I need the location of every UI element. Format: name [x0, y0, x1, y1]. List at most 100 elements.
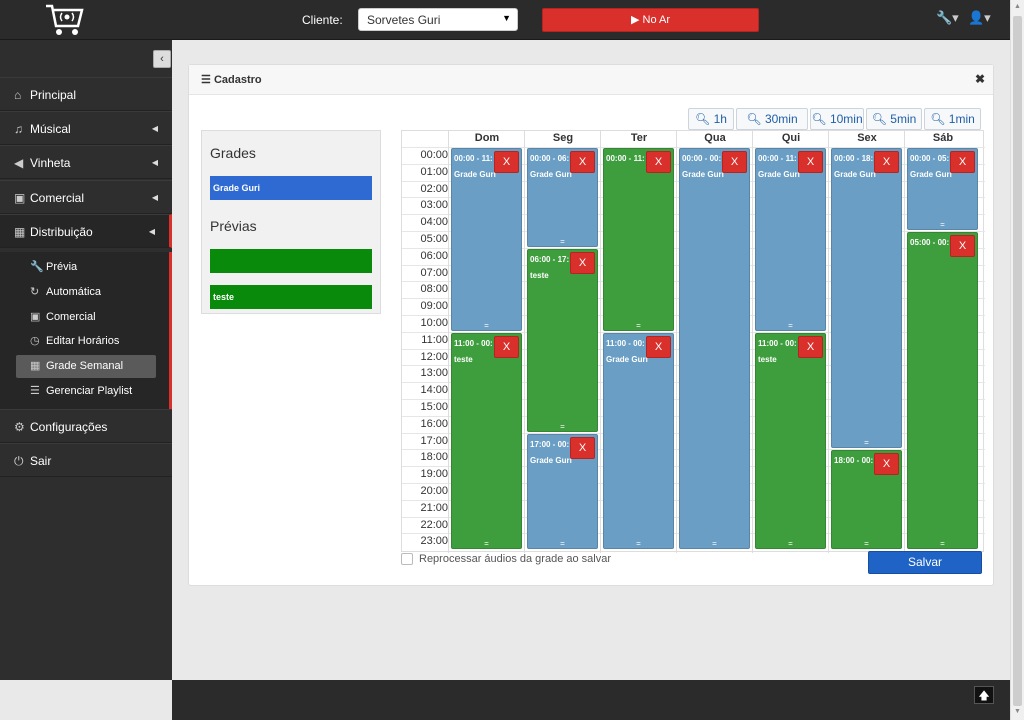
scroll-down-arrow-icon[interactable]: ▼: [1014, 708, 1021, 715]
subitem-gerenciar-playlist[interactable]: ☰ Gerenciar Playlist: [16, 380, 156, 403]
schedule-block[interactable]: 00:00 - 06: Grade Guri X =: [527, 148, 598, 247]
delete-block-button[interactable]: X: [646, 151, 671, 173]
resize-handle-icon[interactable]: =: [636, 539, 641, 549]
subitem-automatica[interactable]: ↻ Automática: [16, 281, 156, 304]
no-ar-button[interactable]: ▶ No Ar: [542, 8, 759, 32]
schedule-block[interactable]: 00:00 - 11: X =: [603, 148, 674, 331]
schedule-block[interactable]: 17:00 - 00: Grade Guri X =: [527, 433, 598, 550]
schedule-block[interactable]: 00:00 - 11: Grade Guri X =: [755, 148, 826, 331]
sidebar-item-configuracoes[interactable]: ⚙ Configurações: [0, 409, 172, 443]
wrench-icon: 🔧: [30, 261, 44, 273]
zoom-1min-button[interactable]: 🔍︎ 1min: [924, 108, 981, 130]
block-time-range: 00:00 - 05:: [910, 154, 950, 163]
sidebar-item-musical[interactable]: ♫ Músical ◀: [0, 111, 172, 145]
grade-item[interactable]: Grade Guri: [210, 176, 372, 200]
hour-label: 23:00: [420, 535, 448, 548]
delete-block-button[interactable]: X: [950, 151, 975, 173]
delete-block-button[interactable]: X: [494, 335, 519, 358]
delete-block-button[interactable]: X: [722, 151, 747, 173]
panel-header: ☰ Cadastro ✖: [189, 65, 993, 95]
schedule-block[interactable]: 00:00 - 05: Grade Guri X =: [907, 148, 978, 230]
gears-icon: ⚙: [14, 420, 25, 434]
schedule-block[interactable]: 18:00 - 00: X =: [831, 450, 902, 550]
resize-handle-icon[interactable]: =: [636, 320, 641, 330]
save-button[interactable]: Salvar: [868, 551, 982, 574]
user-menu-icon[interactable]: 👤▾: [968, 10, 991, 25]
reprocess-checkbox[interactable]: [401, 553, 413, 566]
hour-label: 05:00: [420, 233, 448, 245]
sidebar: ‹ ⌂ Principal ♫ Músical ◀ ◀ Vinheta ◀ ▣ Come…: [0, 40, 172, 680]
back-to-top-button[interactable]: 🡅: [974, 686, 994, 704]
resize-handle-icon[interactable]: =: [484, 320, 489, 330]
resize-handle-icon[interactable]: =: [940, 539, 945, 549]
subitem-grade-semanal[interactable]: ▦ Grade Semanal: [16, 355, 156, 378]
delete-block-button[interactable]: X: [494, 151, 519, 173]
sidebar-item-distribuicao[interactable]: ▦ Distribuição ◀: [0, 214, 172, 248]
schedule-block[interactable]: 00:00 - 11: Grade Guri X =: [451, 148, 522, 331]
hour-label: 08:00: [420, 283, 448, 296]
schedule-block[interactable]: 00:00 - 00: Grade Guri X =: [679, 148, 750, 550]
delete-block-button[interactable]: X: [646, 335, 671, 358]
resize-handle-icon[interactable]: =: [560, 236, 565, 246]
hour-label: 03:00: [420, 199, 448, 212]
resize-handle-icon[interactable]: =: [864, 539, 869, 549]
collapse-sidebar-button[interactable]: ‹: [153, 50, 171, 68]
resize-handle-icon[interactable]: =: [712, 539, 717, 549]
previa-item[interactable]: [210, 249, 372, 273]
close-icon[interactable]: ✖: [974, 72, 985, 86]
hour-label: 15:00: [420, 401, 448, 413]
schedule-block[interactable]: 00:00 - 18: Grade Guri X =: [831, 148, 902, 449]
zoom-30min-button[interactable]: 🔍︎ 30min: [736, 108, 808, 130]
wrench-menu-icon[interactable]: 🔧▾: [936, 10, 959, 25]
delete-block-button[interactable]: X: [798, 335, 823, 358]
subitem-editar-horarios[interactable]: ◷ Editar Horários: [16, 330, 156, 353]
subitem-comercial[interactable]: ▣ Comercial: [16, 306, 156, 329]
block-time-range: 00:00 - 06:: [530, 154, 570, 163]
schedule-block[interactable]: 05:00 - 00: X =: [907, 232, 978, 550]
reprocess-label: Reprocessar áudios da grade ao salvar: [419, 553, 612, 565]
hour-label: 18:00: [420, 451, 448, 464]
block-time-range: 11:00 - 00:: [454, 338, 493, 348]
resize-handle-icon[interactable]: =: [560, 539, 565, 549]
schedule-block[interactable]: 06:00 - 17: teste X =: [527, 248, 598, 432]
scroll-thumb[interactable]: [1013, 16, 1022, 706]
list-icon: ☰: [30, 385, 40, 397]
delete-block-button[interactable]: X: [950, 235, 975, 257]
resize-handle-icon[interactable]: =: [940, 220, 945, 229]
sidebar-item-sair[interactable]: ⏻ Sair: [0, 443, 172, 477]
megaphone-icon: ◀: [14, 156, 24, 170]
cart-logo-icon[interactable]: [44, 2, 86, 38]
page-scrollbar[interactable]: ▲ ▼: [1010, 0, 1024, 720]
money-icon: ▣: [30, 311, 41, 323]
resize-handle-icon[interactable]: =: [560, 421, 565, 431]
delete-block-button[interactable]: X: [570, 251, 595, 274]
sidebar-item-comercial[interactable]: ▣ Comercial ◀: [0, 180, 172, 214]
delete-block-button[interactable]: X: [570, 436, 595, 459]
home-icon: ⌂: [14, 88, 22, 102]
delete-block-button[interactable]: X: [570, 151, 595, 173]
delete-block-button[interactable]: X: [874, 151, 899, 173]
schedule-block[interactable]: 11:00 - 00: teste X =: [755, 332, 826, 550]
delete-block-button[interactable]: X: [874, 453, 899, 476]
cliente-select[interactable]: Sorvetes Guri ▼: [358, 8, 518, 31]
zoom-1h-button[interactable]: 🔍︎ 1h: [688, 108, 734, 130]
zoom-5min-button[interactable]: 🔍︎ 5min: [866, 108, 922, 130]
block-time-range: 06:00 - 17:: [530, 254, 570, 264]
resize-handle-icon[interactable]: =: [788, 320, 793, 330]
reprocess-option[interactable]: Reprocessar áudios da grade ao salvar: [401, 553, 612, 566]
sidebar-item-principal[interactable]: ⌂ Principal: [0, 77, 172, 111]
scroll-up-arrow-icon[interactable]: ▲: [1014, 3, 1021, 10]
subitem-previa[interactable]: 🔧 Prévia: [16, 256, 156, 279]
resize-handle-icon[interactable]: =: [484, 539, 489, 549]
resize-handle-icon[interactable]: =: [788, 539, 793, 549]
sidebar-item-vinheta[interactable]: ◀ Vinheta ◀: [0, 145, 172, 179]
delete-block-button[interactable]: X: [798, 151, 823, 173]
previa-item[interactable]: teste: [210, 285, 372, 309]
hour-label: 13:00: [420, 367, 448, 380]
schedule-block[interactable]: 11:00 - 00: teste X =: [451, 332, 522, 550]
resize-handle-icon[interactable]: =: [864, 438, 869, 448]
schedule-block[interactable]: 11:00 - 00: Grade Guri X =: [603, 332, 674, 550]
clock-icon: ◷: [30, 335, 40, 347]
day-separator: [600, 131, 601, 553]
zoom-10min-button[interactable]: 🔍︎ 10min: [810, 108, 864, 130]
